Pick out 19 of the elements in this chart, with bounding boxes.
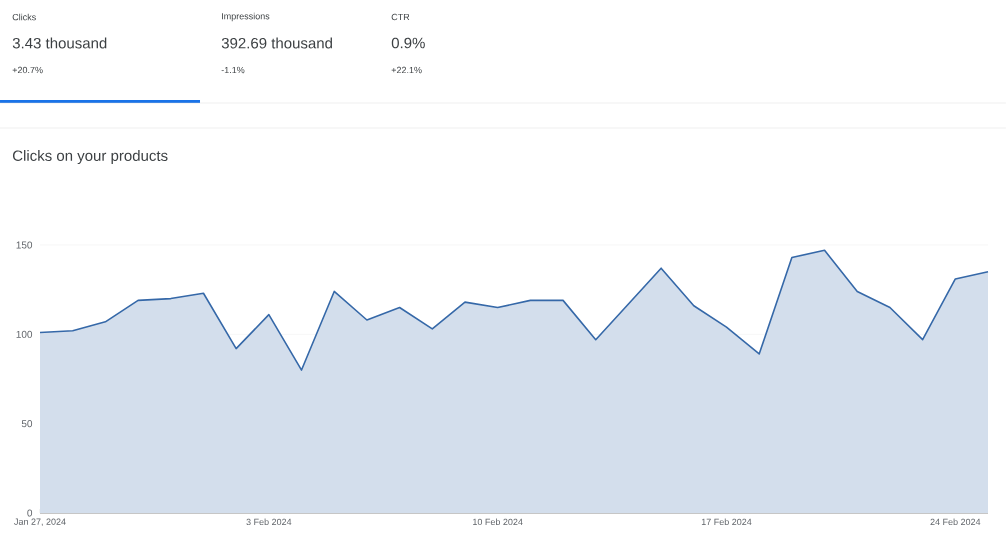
x-tick-label: Jan 27, 2024 xyxy=(14,518,66,526)
text: 392.69 thousand xyxy=(221,37,332,49)
chart-title: Clicks on your products xyxy=(12,149,168,164)
y-tick-label: 50 xyxy=(21,420,33,428)
x-tick-label: 17 Feb 2024 xyxy=(701,518,752,526)
text: 0.9% xyxy=(391,37,425,49)
x-tick-label: 24 Feb 2024 xyxy=(930,518,981,526)
y-tick-label: 0 xyxy=(27,509,33,517)
text: +22.1% xyxy=(391,66,422,74)
x-tick-label: 10 Feb 2024 xyxy=(473,518,523,526)
text: -1.1% xyxy=(221,66,245,74)
text: CTR xyxy=(391,13,410,21)
y-tick-label: 150 xyxy=(16,241,33,249)
text: 3.43 thousand xyxy=(12,37,107,49)
text: Clicks xyxy=(12,13,36,21)
x-tick-label: 3 Feb 2024 xyxy=(246,518,292,526)
y-tick-label: 100 xyxy=(16,330,33,338)
text: Impressions xyxy=(222,12,270,22)
text: +20.7% xyxy=(12,66,43,74)
